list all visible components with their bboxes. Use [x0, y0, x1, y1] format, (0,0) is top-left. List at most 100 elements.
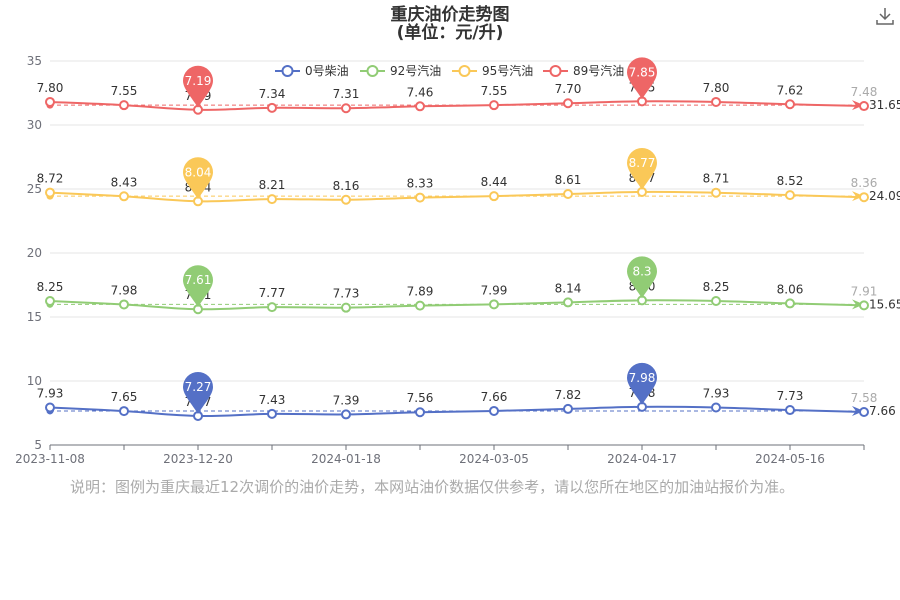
data-label: 7.65: [111, 390, 138, 404]
average-label: 24.09: [869, 189, 900, 203]
data-label: 8.52: [777, 174, 804, 188]
legend-label: 0号柴油: [305, 64, 349, 78]
data-label: 7.62: [777, 83, 804, 97]
average-label: 15.65: [869, 297, 900, 311]
series-1: 15.65 8.25 7.98 7.61 7.77 7.73 7.89 7.99 8.14 8.3…: [37, 256, 900, 315]
data-point: [785, 298, 795, 309]
data-point: [267, 408, 277, 419]
data-point: [785, 99, 795, 110]
data-point: [119, 191, 129, 202]
data-label: 7.80: [37, 81, 64, 95]
data-label: 7.34: [259, 87, 286, 101]
x-tick-label: 2023-11-08: [15, 452, 85, 466]
data-point: [119, 406, 129, 417]
y-tick-label: 35: [27, 54, 42, 68]
max-pin: [627, 256, 657, 299]
legend-marker: [281, 65, 294, 77]
data-point: [341, 409, 351, 420]
legend-item[interactable]: 89号汽油: [543, 63, 624, 78]
min-pin-label: 8.04: [185, 165, 212, 179]
data-label: 7.89: [407, 285, 434, 299]
data-label: 8.21: [259, 178, 286, 192]
data-label: 7.48: [851, 85, 878, 99]
data-label: 8.71: [703, 172, 730, 186]
data-label: 8.36: [851, 176, 878, 190]
data-label: 7.99: [481, 283, 508, 297]
data-point: [711, 402, 721, 413]
data-point: [415, 101, 425, 112]
average-label: 7.66: [869, 404, 896, 418]
min-pin: [183, 265, 213, 308]
data-point: [859, 406, 869, 417]
download-icon[interactable]: [874, 5, 896, 27]
max-pin: [627, 57, 657, 100]
data-point: [785, 190, 795, 201]
max-pin-label: 7.98: [629, 371, 656, 385]
data-label: 8.25: [37, 280, 64, 294]
average-arrow: [852, 299, 864, 310]
x-tick-label: 2024-01-18: [311, 452, 381, 466]
y-tick-label: 10: [27, 374, 42, 388]
data-point: [341, 103, 351, 114]
data-label: 8.72: [37, 172, 64, 186]
y-tick-label: 5: [34, 438, 42, 452]
data-point: [415, 300, 425, 311]
data-point: [267, 194, 277, 205]
data-point: [45, 402, 55, 413]
data-point: [341, 302, 351, 313]
legend: 0号柴油 92号汽油 95号汽油 89号汽油: [275, 63, 624, 78]
legend-item[interactable]: 92号汽油: [360, 63, 441, 78]
data-point: [119, 100, 129, 111]
average-label: 31.65: [869, 98, 900, 112]
x-tick-label: 2024-03-05: [459, 452, 529, 466]
data-point: [45, 96, 55, 107]
series-2: 24.09 8.72 8.43 8.04 8.21 8.16 8.33 8.44 8.61 8.7…: [37, 147, 900, 207]
data-point: [711, 296, 721, 306]
data-label: 7.58: [851, 391, 878, 405]
data-label: 7.91: [851, 284, 878, 298]
data-point: [267, 102, 277, 113]
data-point: [711, 187, 721, 198]
data-label: 7.46: [407, 85, 434, 99]
series-3: 31.65 7.80 7.55 7.19 7.34 7.31 7.46 7.55 7.70 7.8…: [37, 57, 900, 115]
chart-title: 重庆油价走势图: [390, 5, 510, 25]
x-tick-label: 2024-04-17: [607, 452, 677, 466]
footnote: 说明：图例为重庆最近12次调价的油价走势，本网站油价数据仅供参考，请以您所在地区…: [70, 478, 795, 496]
data-label: 7.66: [481, 390, 508, 404]
data-point: [563, 403, 573, 414]
series-line: [49, 190, 865, 203]
y-tick-label: 25: [27, 182, 42, 196]
series-line: [49, 405, 865, 418]
data-point: [859, 192, 869, 203]
min-pin: [183, 157, 213, 200]
data-point: [563, 98, 573, 109]
data-label: 8.14: [555, 281, 582, 295]
data-label: 8.61: [555, 173, 582, 187]
min-pin: [183, 65, 213, 108]
data-label: 7.43: [259, 393, 286, 407]
data-label: 7.82: [555, 388, 582, 402]
data-label: 7.73: [777, 389, 804, 403]
data-label: 8.33: [407, 177, 434, 191]
max-pin-label: 8.3: [632, 264, 651, 278]
legend-label: 89号汽油: [573, 63, 624, 78]
data-point: [341, 194, 351, 205]
legend-item[interactable]: 0号柴油: [275, 64, 349, 78]
data-label: 7.56: [407, 391, 434, 405]
average-arrow: [852, 191, 864, 202]
data-point: [489, 299, 499, 310]
min-pin-label: 7.19: [185, 74, 212, 88]
data-label: 8.43: [111, 175, 138, 189]
legend-item[interactable]: 95号汽油: [452, 63, 533, 78]
series-line: [49, 100, 865, 111]
data-label: 7.31: [333, 87, 360, 101]
legend-marker: [458, 65, 471, 77]
x-tick-label: 2023-12-20: [163, 452, 233, 466]
data-label: 7.55: [481, 84, 508, 98]
min-pin-label: 7.61: [185, 273, 212, 287]
data-point: [785, 405, 795, 416]
legend-marker: [366, 65, 379, 77]
data-label: 7.98: [111, 283, 138, 297]
